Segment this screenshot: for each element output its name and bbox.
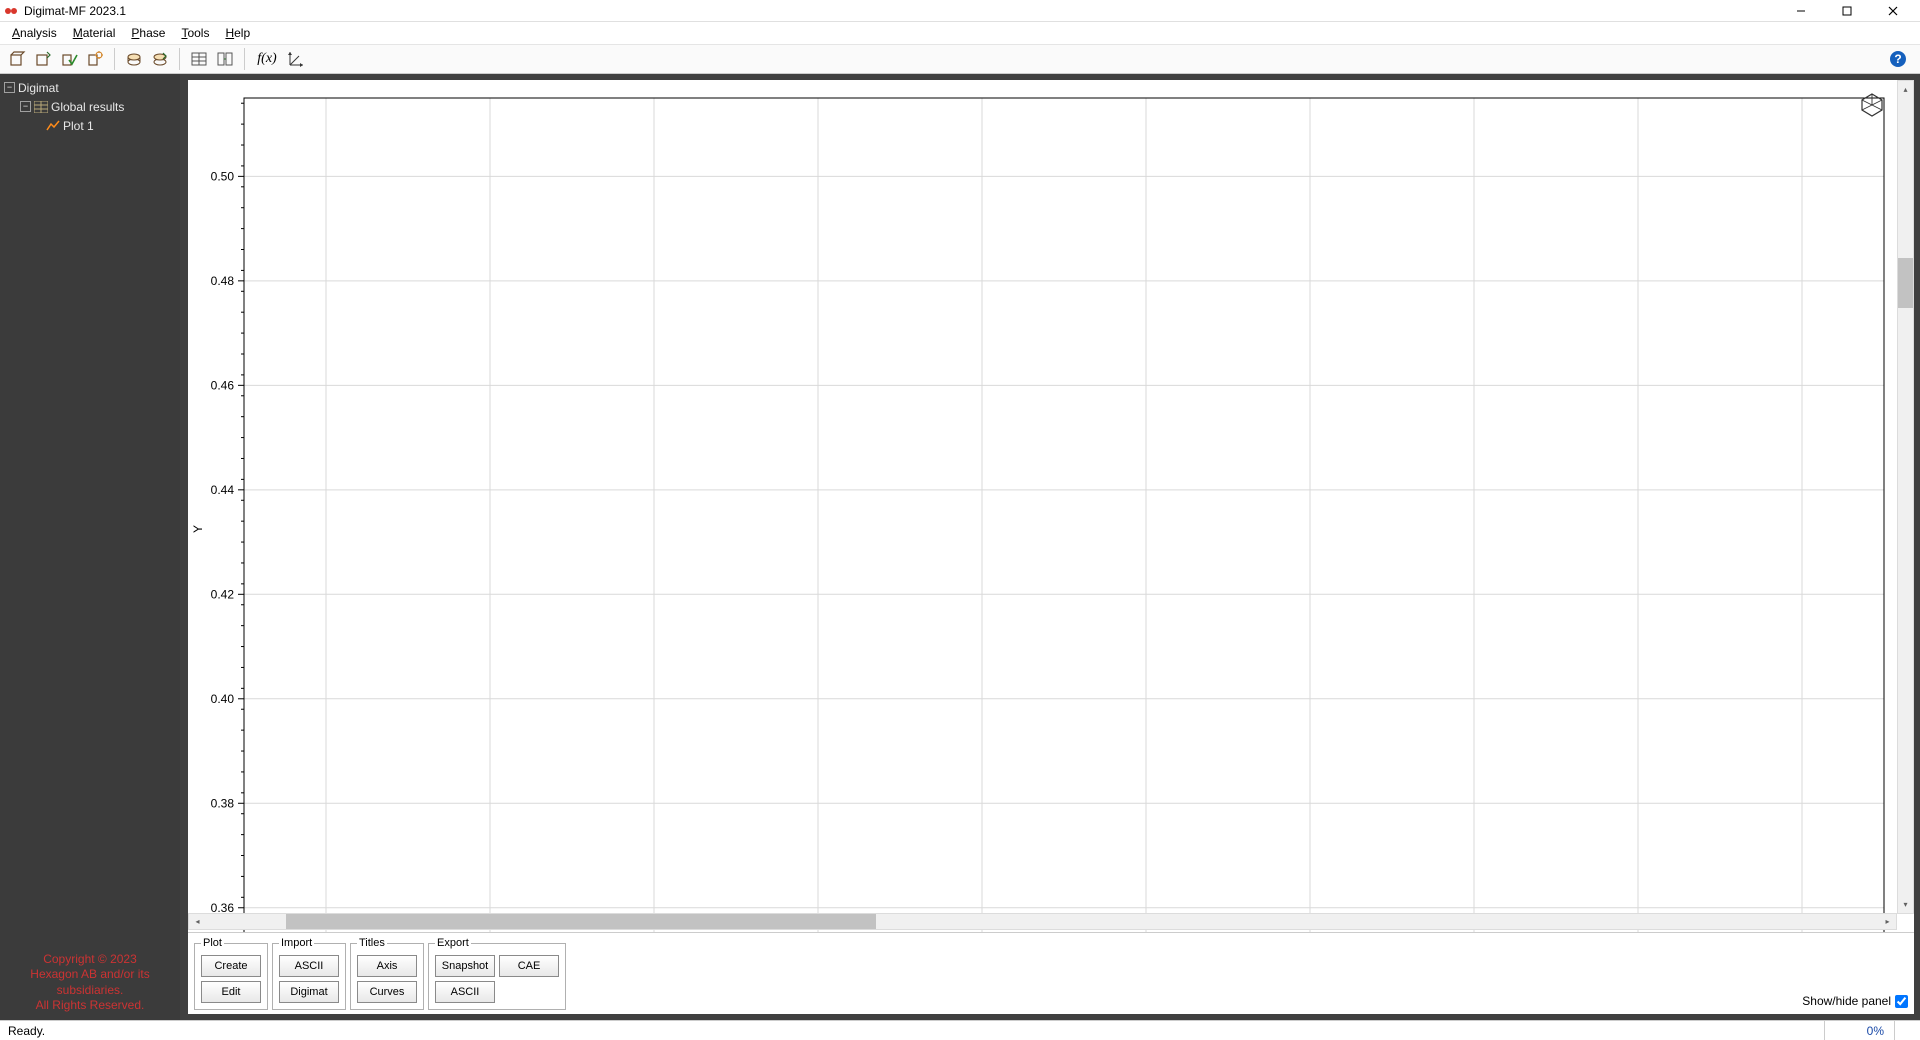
tree-label: Plot 1 (63, 119, 94, 133)
svg-text:Y: Y (191, 525, 205, 533)
minimize-button[interactable] (1778, 0, 1824, 22)
group-legend: Import (279, 937, 314, 949)
scroll-track[interactable] (1898, 98, 1913, 896)
status-bar: Ready. 0% (0, 1020, 1920, 1040)
control-panel: Plot Create Edit Import ASCII Digimat Ti… (188, 932, 1914, 1014)
export-ascii-button[interactable]: ASCII (435, 981, 495, 1003)
results-icon[interactable] (187, 47, 211, 71)
titles-group: Titles Axis Curves (350, 937, 424, 1010)
fx-icon[interactable]: f(x) (252, 47, 282, 71)
status-text: Ready. (0, 1024, 1824, 1038)
run-analysis-icon[interactable] (83, 47, 107, 71)
results-icon (34, 100, 48, 114)
horizontal-scrollbar[interactable]: ◂ ▸ (188, 913, 1897, 930)
collapse-icon[interactable]: − (4, 82, 15, 93)
tree-item-digimat[interactable]: − Digimat (2, 78, 178, 97)
svg-text:0.40: 0.40 (211, 692, 235, 706)
cae-button[interactable]: CAE (499, 955, 559, 977)
phase-icon[interactable] (148, 47, 172, 71)
axes-icon[interactable] (284, 47, 308, 71)
chart: -0.9-0.8-0.7-0.6-0.5-0.4-0.3-0.2-0.10.00… (188, 80, 1896, 996)
scroll-up-icon[interactable]: ▴ (1898, 81, 1913, 98)
maximize-button[interactable] (1824, 0, 1870, 22)
group-legend: Plot (201, 937, 224, 949)
scroll-thumb[interactable] (1898, 258, 1913, 308)
scroll-track[interactable] (206, 914, 1879, 929)
progress-bar (1894, 1021, 1920, 1040)
tree-label: Digimat (18, 81, 59, 95)
copyright-text: Copyright © 2023 Hexagon AB and/or its s… (0, 948, 180, 1020)
main-area: − Digimat − Global results Plot 1 Copyri… (0, 74, 1920, 1020)
scroll-down-icon[interactable]: ▾ (1898, 896, 1913, 913)
menu-material[interactable]: Material (65, 24, 124, 42)
open-analysis-icon[interactable] (31, 47, 55, 71)
import-digimat-button[interactable]: Digimat (279, 981, 339, 1003)
plot-group: Plot Create Edit (194, 937, 268, 1010)
toolbar-separator (244, 48, 245, 70)
svg-text:0.44: 0.44 (211, 483, 235, 497)
svg-text:0.48: 0.48 (211, 274, 235, 288)
svg-text:0.38: 0.38 (211, 796, 235, 810)
progress-percent: 0% (1824, 1021, 1894, 1040)
tree-item-global-results[interactable]: − Global results (2, 97, 178, 116)
scroll-left-icon[interactable]: ◂ (189, 914, 206, 929)
toolbar-separator (114, 48, 115, 70)
curves-button[interactable]: Curves (357, 981, 417, 1003)
show-hide-label: Show/hide panel (1802, 994, 1891, 1008)
edit-button[interactable]: Edit (201, 981, 261, 1003)
show-hide-checkbox[interactable] (1895, 995, 1908, 1008)
copyright-line: Hexagon AB and/or its subsidiaries. (2, 967, 178, 998)
plot-area[interactable]: -0.9-0.8-0.7-0.6-0.5-0.4-0.3-0.2-0.10.00… (188, 80, 1914, 1014)
collapse-icon[interactable]: − (20, 101, 31, 112)
snapshot-button[interactable]: Snapshot (435, 955, 495, 977)
create-button[interactable]: Create (201, 955, 261, 977)
scroll-right-icon[interactable]: ▸ (1879, 914, 1896, 929)
material-icon[interactable] (122, 47, 146, 71)
import-ascii-button[interactable]: ASCII (279, 955, 339, 977)
svg-text:0.42: 0.42 (211, 587, 235, 601)
toolbar-separator (179, 48, 180, 70)
copyright-line: All Rights Reserved. (2, 998, 178, 1014)
export-group: Export Snapshot CAE ASCII (428, 937, 566, 1010)
group-legend: Export (435, 937, 471, 949)
scroll-thumb[interactable] (286, 914, 876, 929)
check-analysis-icon[interactable] (57, 47, 81, 71)
import-group: Import ASCII Digimat (272, 937, 346, 1010)
new-analysis-icon[interactable] (5, 47, 29, 71)
svg-text:?: ? (1894, 52, 1901, 66)
menu-bar: AnalysisMaterialPhaseToolsHelp (0, 22, 1920, 44)
group-legend: Titles (357, 937, 387, 949)
title-bar: Digimat-MF 2023.1 (0, 0, 1920, 22)
show-hide-panel: Show/hide panel (1802, 994, 1908, 1010)
help-icon[interactable]: ? (1886, 47, 1910, 71)
menu-phase[interactable]: Phase (123, 24, 173, 42)
tree-item-plot-1[interactable]: Plot 1 (2, 116, 178, 135)
copyright-line: Copyright © 2023 (2, 952, 178, 968)
svg-text:0.50: 0.50 (211, 169, 235, 183)
axis-button[interactable]: Axis (357, 955, 417, 977)
close-button[interactable] (1870, 0, 1916, 22)
window-title: Digimat-MF 2023.1 (24, 4, 1778, 18)
svg-text:0.46: 0.46 (211, 378, 235, 392)
menu-help[interactable]: Help (217, 24, 258, 42)
vertical-scrollbar[interactable]: ▴ ▾ (1897, 80, 1914, 914)
tree: − Digimat − Global results Plot 1 (0, 74, 180, 948)
compare-icon[interactable] (213, 47, 237, 71)
app-icon (4, 4, 18, 18)
menu-analysis[interactable]: Analysis (4, 24, 65, 42)
tree-panel: − Digimat − Global results Plot 1 Copyri… (0, 74, 182, 1020)
hexagon-logo-icon (1858, 92, 1886, 118)
toolbar: f(x) ? (0, 44, 1920, 74)
menu-tools[interactable]: Tools (173, 24, 217, 42)
plot-container: -0.9-0.8-0.7-0.6-0.5-0.4-0.3-0.2-0.10.00… (182, 74, 1920, 1020)
tree-label: Global results (51, 100, 124, 114)
plot-icon (46, 119, 60, 133)
